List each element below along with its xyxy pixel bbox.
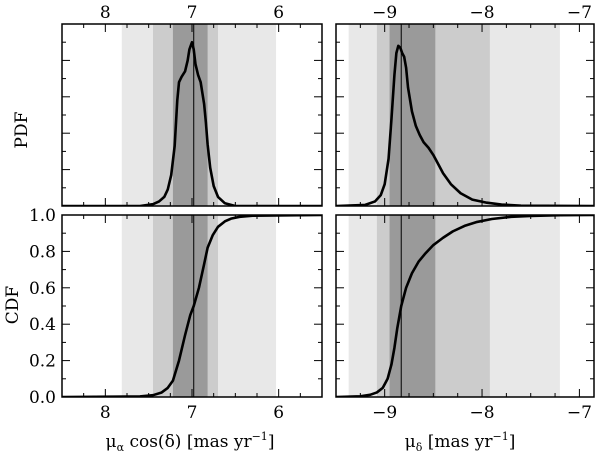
- panel-pmdec_cdf: −9 −8 −7: [335, 214, 595, 423]
- interval-band-3: [389, 215, 436, 397]
- interval-band-3: [172, 24, 208, 206]
- y-tick-label: 0.6: [29, 279, 56, 299]
- y-tick-label: 0.0: [29, 388, 56, 408]
- x-tick-label-top: −9: [372, 3, 397, 23]
- panel-content-pmdec_pdf: [336, 24, 594, 206]
- series-curve: [62, 215, 322, 397]
- panel-content-pmra_cdf: [62, 215, 322, 397]
- series-curve: [336, 44, 594, 206]
- x-tick-label-top: 7: [187, 3, 198, 23]
- y-tick-label: 0.8: [29, 242, 56, 262]
- panels: 8 7 6 −9 −8 −7 8 7 6 0.0 0.2 0.4 0.6 0.8 1.0 −9 −8 −7: [29, 3, 595, 423]
- y-tick-label: 0.4: [29, 315, 56, 335]
- cdf-ylabel-group: CDF: [3, 286, 23, 325]
- panel-content-pmra_pdf: [62, 24, 322, 206]
- pmra-xlabel: μα cos(δ) [mas yr−1]: [106, 430, 275, 454]
- series-curve: [336, 215, 594, 397]
- x-tick-label-bottom: 6: [273, 403, 284, 423]
- panel-content-pmdec_cdf: [336, 215, 594, 397]
- x-tick-label-top: 8: [100, 3, 111, 23]
- interval-band-3: [172, 215, 208, 397]
- panel-pmra_pdf: 8 7 6: [61, 3, 323, 207]
- x-tick-label-top: −8: [470, 3, 495, 23]
- y-tick-label: 0.2: [29, 352, 56, 372]
- x-tick-label-bottom: −9: [372, 403, 397, 423]
- cdf-ylabel: CDF: [3, 286, 23, 325]
- panel-pmra_cdf: 8 7 6 0.0 0.2 0.4 0.6 0.8 1.0: [29, 206, 323, 423]
- x-tick-label-bottom: 8: [100, 403, 111, 423]
- x-tick-label-bottom: −7: [567, 403, 592, 423]
- series-curve: [62, 40, 322, 206]
- x-tick-label-top: −7: [567, 3, 592, 23]
- panel-pmdec_pdf: −9 −8 −7: [335, 3, 595, 207]
- pdf-ylabel: PDF: [12, 111, 32, 148]
- x-tick-label-top: 6: [273, 3, 284, 23]
- y-tick-label: 1.0: [29, 206, 56, 226]
- x-tick-label-bottom: 7: [187, 403, 198, 423]
- pdf-ylabel-group: PDF: [12, 111, 32, 148]
- x-tick-label-bottom: −8: [470, 403, 495, 423]
- pmdec-xlabel: μδ [mas yr−1]: [405, 430, 516, 454]
